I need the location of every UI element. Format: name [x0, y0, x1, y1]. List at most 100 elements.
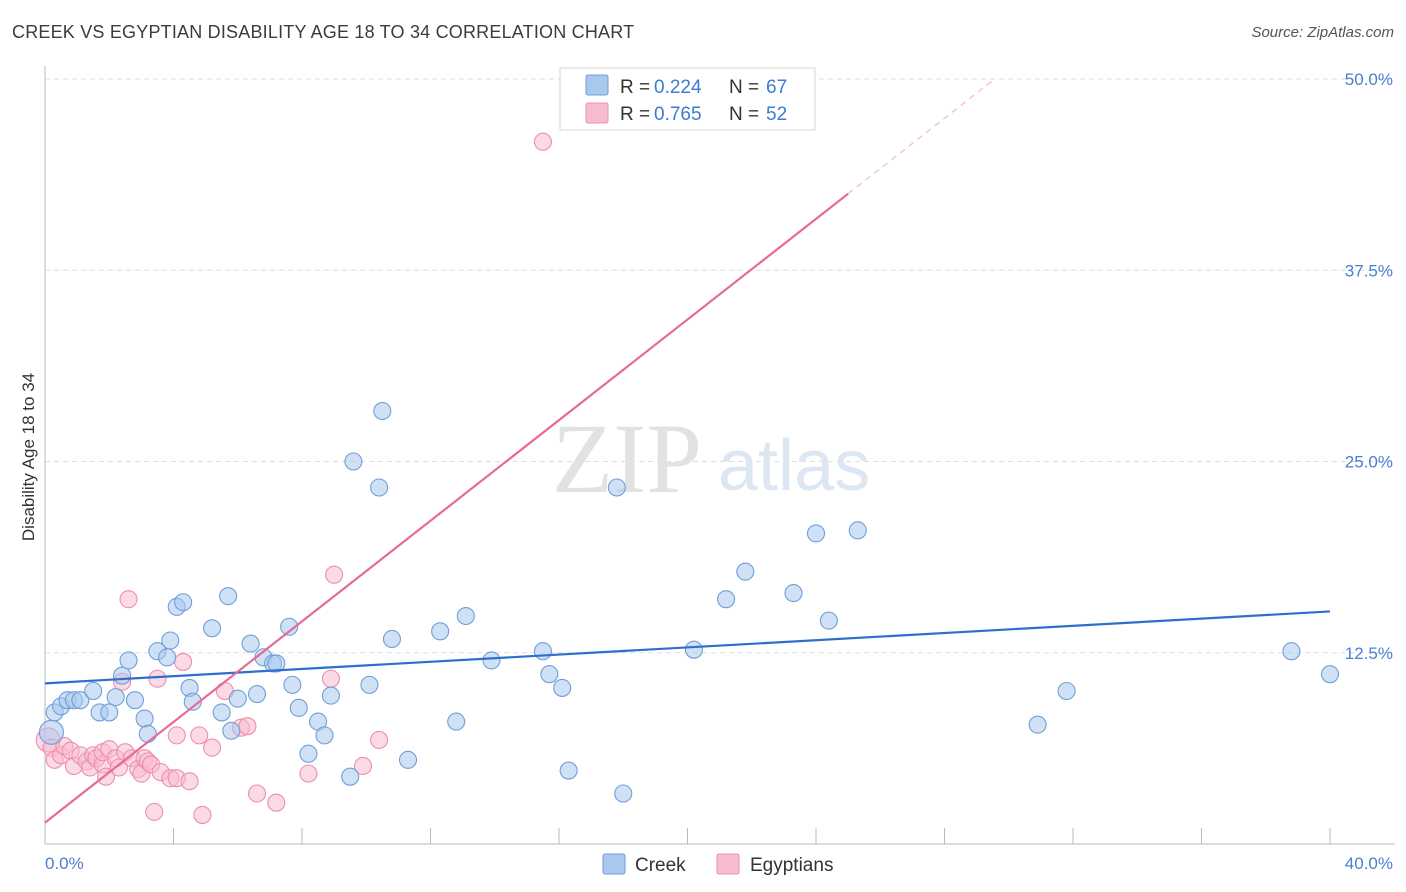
creek-point: [456, 606, 475, 626]
creek-point: [482, 651, 501, 670]
creek-point: [222, 721, 241, 740]
creek-point: [344, 452, 363, 471]
legend-r-label-creek: R =: [620, 77, 650, 98]
watermark-atlas: atlas: [718, 426, 870, 506]
creek-point: [38, 719, 64, 745]
axes: [44, 66, 1395, 845]
bottom-legend-swatch-egyptians: [716, 853, 740, 875]
creek-point: [219, 587, 238, 606]
creek-point: [447, 712, 466, 731]
creek-point: [370, 478, 389, 497]
egyptians-point: [190, 726, 209, 745]
legend-n-label-creek: N =: [729, 77, 759, 98]
creek-point: [174, 593, 193, 612]
legend-swatch-egyptians: [585, 102, 609, 124]
egyptians-trend-line: [44, 192, 849, 824]
tick-labels: 12.5% 25.0% 37.5% 50.0% 0.0% 40.0%: [45, 70, 1393, 873]
creek-point: [113, 666, 132, 685]
legend-n-value-egyptians: 52: [766, 104, 787, 125]
creek-point: [614, 784, 633, 803]
creek-point: [533, 642, 552, 661]
creek-point: [1320, 665, 1340, 684]
creek-point: [119, 651, 138, 670]
creek-point: [1282, 642, 1301, 661]
egyptians-point: [321, 669, 340, 688]
legend-r-label-egyptians: R =: [620, 104, 650, 125]
egyptians-point: [119, 590, 138, 609]
y-tick-label: 12.5%: [1345, 644, 1393, 663]
creek-point: [398, 750, 418, 769]
legend-r-value-creek: 0.224: [654, 77, 702, 98]
egyptians-point: [203, 738, 222, 757]
creek-point: [716, 590, 736, 609]
legend-r-value-egyptians: 0.765: [654, 104, 702, 125]
creek-point: [806, 524, 826, 543]
egyptians-point: [193, 805, 212, 824]
creek-point: [1028, 715, 1047, 734]
legend: R = 0.224 N = 67 R = 0.765 N = 52: [559, 67, 816, 131]
bottom-legend-swatch-creek: [602, 853, 626, 875]
creek-point: [138, 724, 157, 743]
creek-point: [228, 689, 247, 708]
creek-point: [212, 703, 231, 722]
creek-point: [1057, 681, 1076, 701]
creek-point: [553, 678, 572, 697]
y-tick-label: 25.0%: [1345, 453, 1393, 472]
egyptians-point: [238, 717, 257, 736]
bottom-legend-label-creek: Creek: [635, 855, 686, 876]
creek-point: [341, 767, 360, 786]
x-tick-label: 40.0%: [1345, 854, 1393, 873]
creek-point: [784, 584, 803, 603]
y-tick-label: 37.5%: [1345, 261, 1393, 280]
trend-lines: [44, 80, 1331, 824]
creek-point: [135, 709, 154, 728]
bottom-legend-label-egyptians: Egyptians: [750, 855, 833, 876]
creek-trend-line: [44, 610, 1331, 685]
creek-point: [299, 744, 318, 763]
creek-point: [100, 703, 119, 722]
creek-point: [161, 631, 180, 650]
creek-point: [241, 634, 260, 653]
creek-point: [540, 665, 559, 684]
creek-point: [431, 622, 450, 641]
creek-point: [84, 681, 103, 701]
egyptians-point: [370, 730, 389, 750]
creek-point: [684, 640, 703, 659]
creek-point: [289, 698, 308, 717]
egyptians-point: [109, 758, 128, 777]
legend-swatch-creek: [585, 74, 609, 96]
creek-point: [360, 675, 379, 694]
egyptians-trend-extension: [847, 80, 994, 195]
creek-point: [382, 629, 402, 649]
creek-point: [283, 675, 302, 694]
x-tick-label: 0.0%: [45, 854, 84, 873]
creek-point: [247, 685, 267, 704]
egyptians-point: [353, 756, 373, 776]
creek-point: [71, 691, 90, 710]
creek-point: [158, 648, 177, 667]
legend-n-value-creek: 67: [766, 77, 787, 98]
creek-points: [38, 401, 1340, 803]
creek-point: [315, 726, 334, 745]
creek-point: [736, 562, 755, 581]
creek-point: [373, 401, 392, 421]
creek-point: [607, 478, 626, 497]
creek-point: [203, 619, 222, 638]
egyptians-point: [145, 802, 164, 821]
creek-point: [125, 691, 144, 710]
legend-n-label-egyptians: N =: [729, 104, 759, 125]
creek-point: [848, 521, 867, 540]
creek-point: [819, 611, 838, 630]
egyptians-point: [325, 565, 344, 584]
chart-source: Source: ZipAtlas.com: [1251, 24, 1394, 41]
creek-point: [280, 617, 299, 636]
chart-title: CREEK VS EGYPTIAN DISABILITY AGE 18 TO 3…: [12, 22, 635, 42]
bottom-legend: Creek Egyptians: [602, 853, 833, 876]
creek-point: [559, 761, 578, 780]
creek-point: [267, 654, 286, 673]
gridlines: [45, 78, 1395, 654]
creek-point: [321, 686, 340, 705]
egyptians-point: [167, 726, 186, 745]
egyptians-point: [299, 764, 318, 783]
